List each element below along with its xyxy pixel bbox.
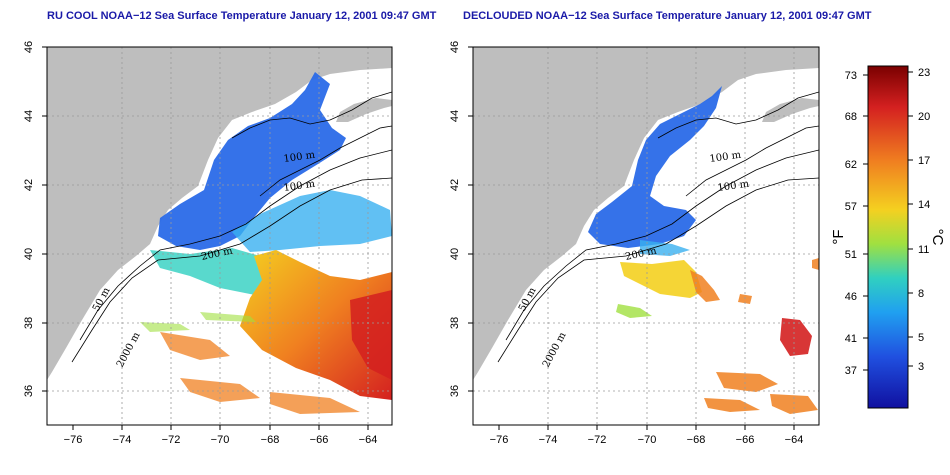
lon-tick-left: −66 — [310, 434, 329, 446]
fahrenheit-tick: 62 — [845, 159, 857, 171]
gridlines-right — [473, 47, 819, 425]
fahrenheit-tick: 51 — [845, 249, 857, 261]
isobath-label-100m-b-right: 100 m — [717, 179, 750, 194]
lon-tick-left: −74 — [113, 434, 132, 446]
lon-tick-right: −66 — [736, 434, 755, 446]
lon-tick-right: −72 — [588, 434, 607, 446]
lat-tick-left: 36 — [23, 385, 35, 397]
fahrenheit-tick: 46 — [845, 291, 857, 303]
fahrenheit-label: °F — [830, 229, 847, 244]
isobath-label-100m-a-left: 100 m — [283, 150, 316, 165]
isobaths-left — [71, 91, 392, 363]
isobaths-right — [497, 91, 819, 363]
colorbar: 73 68 62 57 51 46 41 37 23 20 17 14 11 8… — [830, 65, 946, 409]
lon-tick-right: −68 — [687, 434, 706, 446]
lat-tick-right: 40 — [449, 248, 461, 260]
lat-tick-right: 46 — [449, 41, 461, 53]
lon-tick-left: −68 — [261, 434, 280, 446]
lon-tick-right: −64 — [785, 434, 804, 446]
lat-tick-right: 42 — [449, 179, 461, 191]
lat-tick-right: 38 — [449, 317, 461, 329]
celsius-tick: 17 — [918, 155, 930, 167]
sst-green-streak-right — [616, 304, 652, 318]
ticks-right — [468, 46, 795, 430]
celsius-tick: 5 — [918, 332, 924, 344]
land-mass-right — [473, 47, 819, 380]
sst-shelf-water-right — [640, 240, 690, 256]
lon-tick-left: −64 — [359, 434, 378, 446]
fahrenheit-tick: 73 — [845, 70, 857, 82]
lon-tick-left: −70 — [211, 434, 230, 446]
celsius-tick: 11 — [918, 244, 929, 256]
fahrenheit-tick: 57 — [845, 201, 857, 213]
celsius-tick: 3 — [918, 361, 924, 373]
sst-orange-right — [690, 270, 720, 302]
panel-title-left: RU COOL NOAA−12 Sea Surface Temperature … — [47, 10, 437, 22]
lon-tick-right: −70 — [638, 434, 657, 446]
sst-cloud-streaks-left — [140, 312, 256, 332]
fahrenheit-tick: 37 — [845, 365, 857, 377]
lon-tick-right: −76 — [490, 434, 509, 446]
ticks-left — [42, 46, 369, 430]
nova-scotia-right — [762, 98, 819, 122]
lat-tick-left: 46 — [23, 41, 35, 53]
colorbar-gradient — [867, 65, 909, 409]
lon-tick-right: −74 — [539, 434, 558, 446]
lat-tick-left: 42 — [23, 179, 35, 191]
map-panel-left: 100 m 100 m 200 m 50 m 2000 m −76 −74 −7… — [23, 41, 393, 446]
lat-tick-left: 38 — [23, 317, 35, 329]
gridlines-left — [47, 47, 392, 425]
land-mass-left — [47, 47, 392, 380]
sst-shelf-water-left — [232, 190, 392, 252]
sst-warm-eddy-left — [350, 290, 392, 380]
lat-tick-right: 36 — [449, 385, 461, 397]
celsius-tick: 14 — [918, 199, 930, 211]
fahrenheit-tick: 68 — [845, 111, 857, 123]
sst-eddy-right — [780, 318, 812, 356]
sst-patches-right — [704, 258, 819, 414]
lon-tick-left: −72 — [162, 434, 181, 446]
fahrenheit-tick: 41 — [845, 333, 857, 345]
celsius-tick: 20 — [918, 111, 930, 123]
sst-cold-water-left — [158, 72, 346, 250]
lat-tick-right: 44 — [449, 110, 461, 122]
isobath-label-100m-a-right: 100 m — [709, 150, 742, 165]
map-frame-right — [472, 46, 820, 426]
lat-tick-left: 44 — [23, 110, 35, 122]
celsius-tick: 23 — [918, 67, 930, 79]
nova-scotia-left — [336, 98, 392, 122]
sst-cold-water-right — [588, 86, 722, 248]
lon-tick-left: −76 — [64, 434, 83, 446]
sst-gulf-stream-left — [240, 250, 392, 400]
isobath-label-100m-b-left: 100 m — [283, 179, 316, 194]
lat-tick-left: 40 — [23, 248, 35, 260]
sst-warm-band-right — [620, 260, 702, 298]
celsius-label: °C — [929, 229, 946, 246]
panel-title-right: DECLOUDED NOAA−12 Sea Surface Temperatur… — [463, 10, 872, 22]
celsius-tick: 8 — [918, 288, 924, 300]
sst-patches-left — [160, 332, 360, 414]
map-panel-right: 100 m 100 m 200 m 50 m 2000 m −76 −74 −7… — [449, 41, 820, 446]
